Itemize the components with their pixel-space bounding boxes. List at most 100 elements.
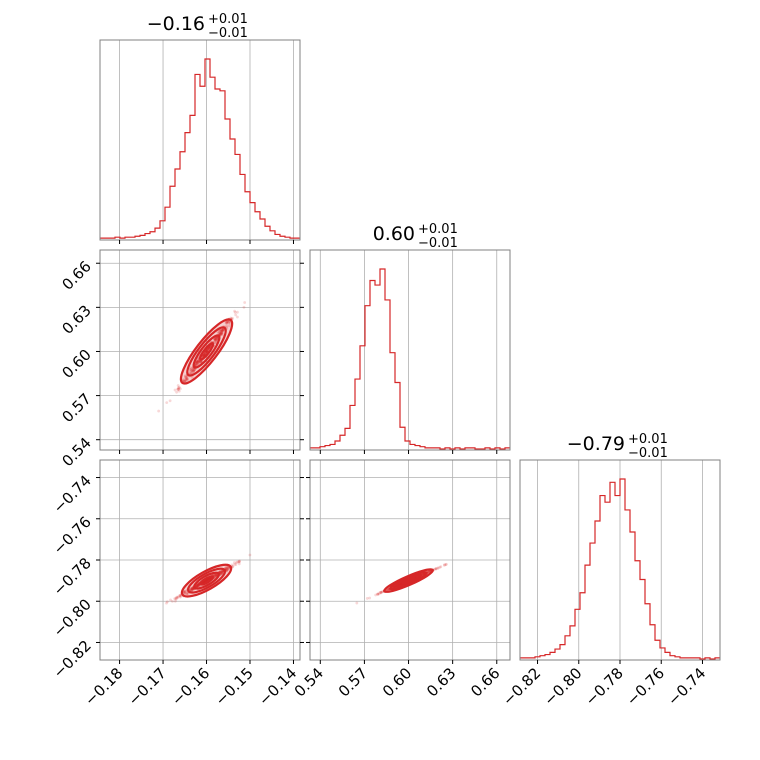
title-value: −0.79 [567,433,625,455]
scatter-point [189,588,193,592]
scatter-point [197,583,200,587]
x-tick-label: 0.54 [291,664,327,700]
scatter-point [184,376,188,380]
histogram-panel-3: −0.79 +0.01−0.01 [519,432,721,661]
scatter-point [207,347,211,350]
scatter-point [165,601,168,605]
x-tick-label: −0.78 [582,664,627,709]
scatter-point [175,390,179,394]
scatter-point [202,353,206,356]
scatter-point [220,330,224,334]
scatter-point [183,590,187,594]
scatter-point [182,591,186,595]
scatter-point [379,591,383,595]
x-tick-label: 0.66 [467,664,503,700]
scatter-point [190,369,194,372]
x-tick-label: −0.18 [81,664,126,709]
scatter-point [174,596,178,600]
scatter-point [177,389,181,393]
scatter-point [185,377,189,381]
scatter-point [219,570,223,573]
scatter-point [237,560,241,564]
scatter-point [427,570,431,573]
scatter-point [202,353,206,357]
scatter-point [220,329,224,333]
scatter-point [224,566,228,570]
scatter-point [225,321,229,325]
scatter-point [224,321,228,325]
scatter-point [189,372,193,375]
scatter-point [225,566,229,570]
scatter-point [198,360,202,364]
scatter-point [220,570,224,574]
scatter-point [232,561,236,564]
scatter-point [213,337,217,341]
scatter-point [213,337,217,341]
scatter-point [226,320,230,323]
scatter-point [235,560,239,564]
scatter-point [374,593,378,597]
scatter-point [196,359,200,363]
scatter-point [205,348,209,352]
panel-background [310,250,510,450]
contour-level [186,567,227,594]
scatter-point [176,386,180,390]
scatter-point [214,338,218,342]
scatter-point [204,350,208,354]
histogram-title-3: −0.79 +0.01−0.01 [567,432,668,461]
scatter-point [220,572,224,575]
y-tick-label: 0.54 [58,434,94,470]
scatter-point [169,598,172,602]
scatter-point [219,329,223,333]
scatter-point [168,399,172,403]
scatter-point [427,570,431,573]
y-tick-label: 0.60 [58,346,94,382]
scatter-point [219,331,223,335]
scatter-point [427,570,431,574]
scatter-point [184,376,188,379]
scatter-point [377,592,381,596]
scatter-point [206,578,209,582]
scatter-point [183,374,187,378]
scatter-point [204,351,207,355]
scatter-point [443,563,446,567]
scatter-point [198,360,201,363]
scatter-point [157,409,161,413]
contour-level [186,326,227,377]
scatter-point [221,329,225,333]
scatter-point [213,574,217,578]
scatter-point [386,588,390,591]
contour-level [199,575,214,586]
scatter-point [185,377,189,380]
scatter-point [220,570,224,574]
scatter-point [182,378,186,382]
x-tick-label: −0.76 [623,664,668,709]
scatter-point [221,328,225,332]
contour-level [199,342,215,361]
scatter-point [214,574,218,577]
scatter-point [183,591,186,594]
scatter-point [227,320,231,324]
scatter-point [205,350,208,353]
scatter-point [206,578,210,582]
scatter-point [191,587,194,591]
scatter-point [219,570,222,574]
scatter-point [218,570,222,574]
scatter-point [165,401,169,405]
scatter-point [205,349,209,353]
scatter-point [190,369,194,373]
scatter-point [442,563,446,567]
histogram-step-line [520,478,720,660]
scatter-point [196,584,200,588]
scatter-point [225,565,229,569]
scatter-point [227,324,231,328]
scatter-point [194,362,198,366]
scatter-point [171,599,174,603]
scatter-point [213,338,217,342]
title-plus: +0.01 [418,222,458,237]
scatter-point [178,594,182,597]
scatter-point [376,592,380,596]
scatter-point [231,316,234,320]
scatter-point [439,565,443,569]
y-tick-label: 0.57 [58,390,94,426]
